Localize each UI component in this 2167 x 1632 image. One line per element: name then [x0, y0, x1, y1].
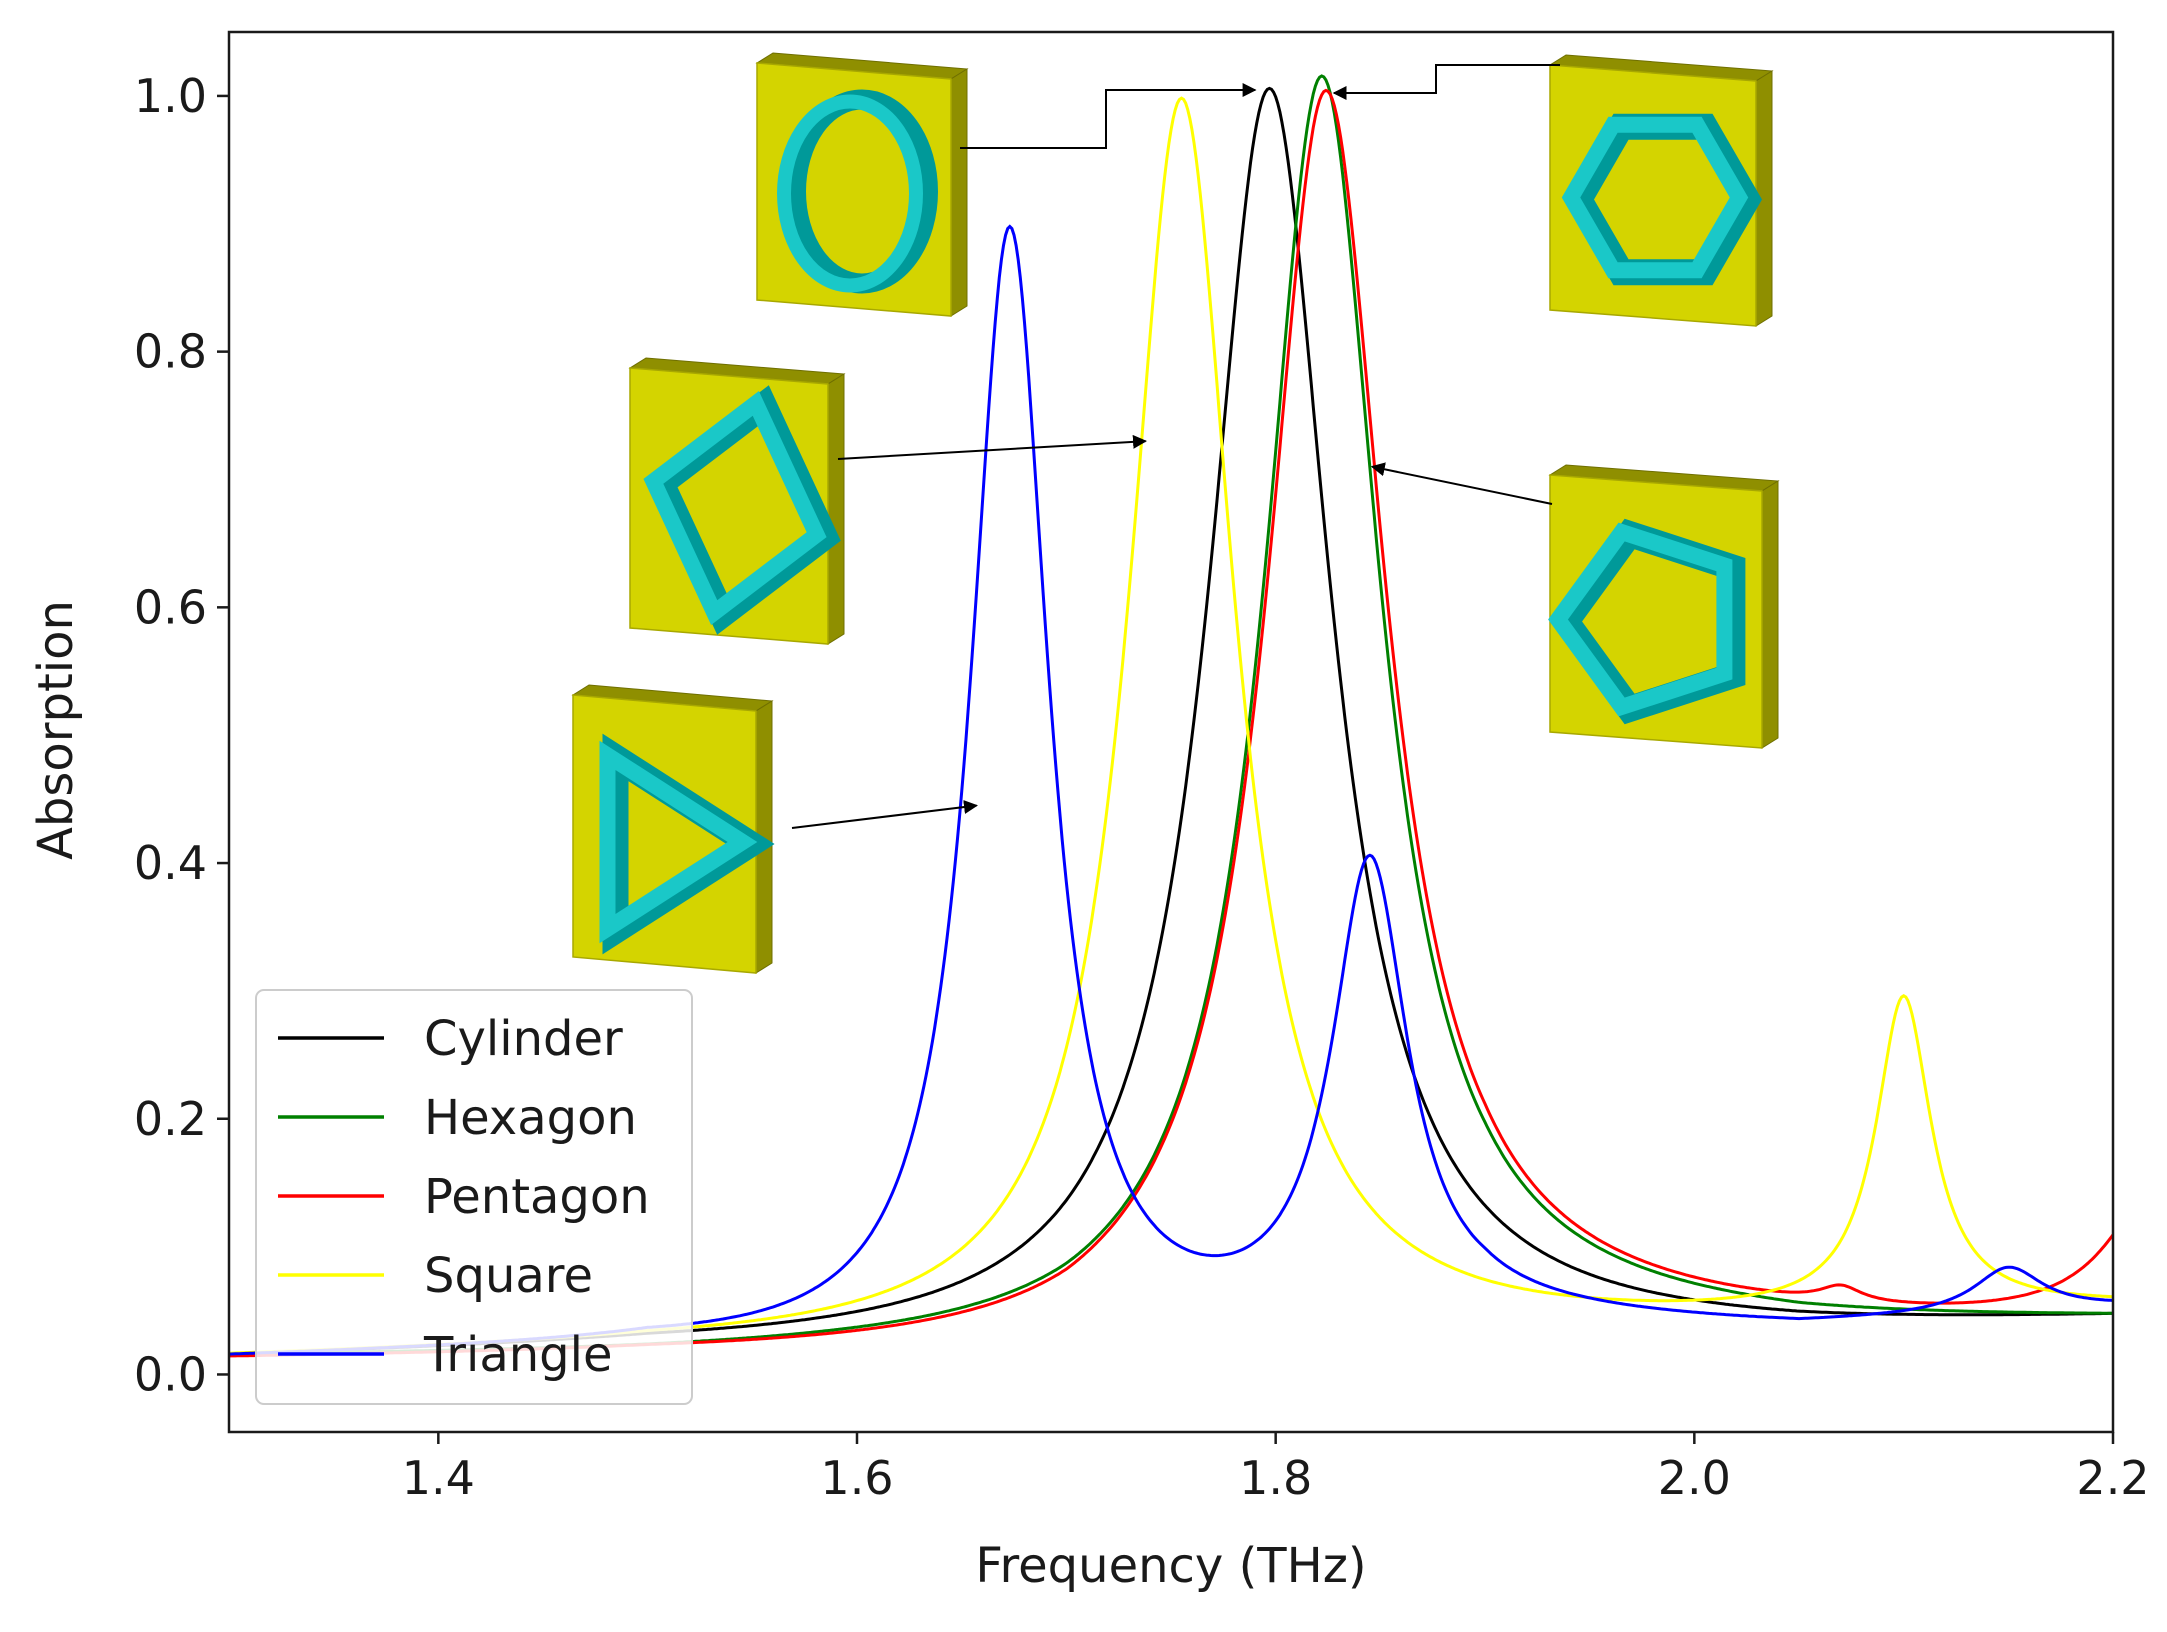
x-tick-label: 2.2: [2076, 1451, 2149, 1505]
legend-label-triangle: Triangle: [423, 1327, 613, 1383]
legend-label-pentagon: Pentagon: [424, 1169, 650, 1225]
y-axis-label: Absorption: [28, 600, 84, 860]
inset-illustrations: [571, 52, 1780, 974]
x-tick-label: 2.0: [1658, 1451, 1731, 1505]
y-tick-label: 0.4: [134, 836, 207, 890]
y-tick-label: 0.0: [134, 1347, 207, 1401]
legend-label-hexagon: Hexagon: [424, 1090, 637, 1146]
legend-label-square: Square: [424, 1248, 593, 1304]
inset-square-block: [628, 357, 846, 645]
arrow-square: [837, 434, 1147, 460]
arrow-pentagon: [1370, 462, 1553, 505]
inset-pentagon-block: [1548, 464, 1780, 749]
x-tick-label: 1.8: [1239, 1451, 1312, 1505]
x-tick-label: 1.6: [820, 1451, 893, 1505]
y-tick-label: 0.6: [134, 580, 207, 634]
legend: Cylinder Hexagon Pentagon Square Triangle: [255, 989, 693, 1405]
y-axis-ticks: 0.0 0.2 0.4 0.6 0.8 1.0: [134, 69, 229, 1401]
legend-label-cylinder: Cylinder: [424, 1011, 623, 1067]
arrow-triangle: [791, 800, 978, 829]
y-tick-label: 0.2: [134, 1092, 207, 1146]
x-tick-label: 1.4: [402, 1451, 475, 1505]
legend-box: [255, 989, 693, 1405]
y-tick-label: 0.8: [134, 325, 207, 379]
annotation-arrows: [791, 64, 1560, 829]
inset-hexagon-block: [1548, 54, 1774, 327]
arrow-hexagon: [1332, 64, 1560, 100]
x-axis-label: Frequency (THz): [975, 1538, 1366, 1594]
inset-cylinder-block: [755, 52, 969, 317]
arrow-cylinder: [960, 83, 1257, 149]
inset-triangle-block: [571, 684, 775, 974]
y-tick-label: 1.0: [134, 69, 207, 123]
plot-frame: [227, 30, 2115, 1434]
x-axis-ticks: 1.4 1.6 1.8 2.0 2.2: [402, 1432, 2150, 1505]
